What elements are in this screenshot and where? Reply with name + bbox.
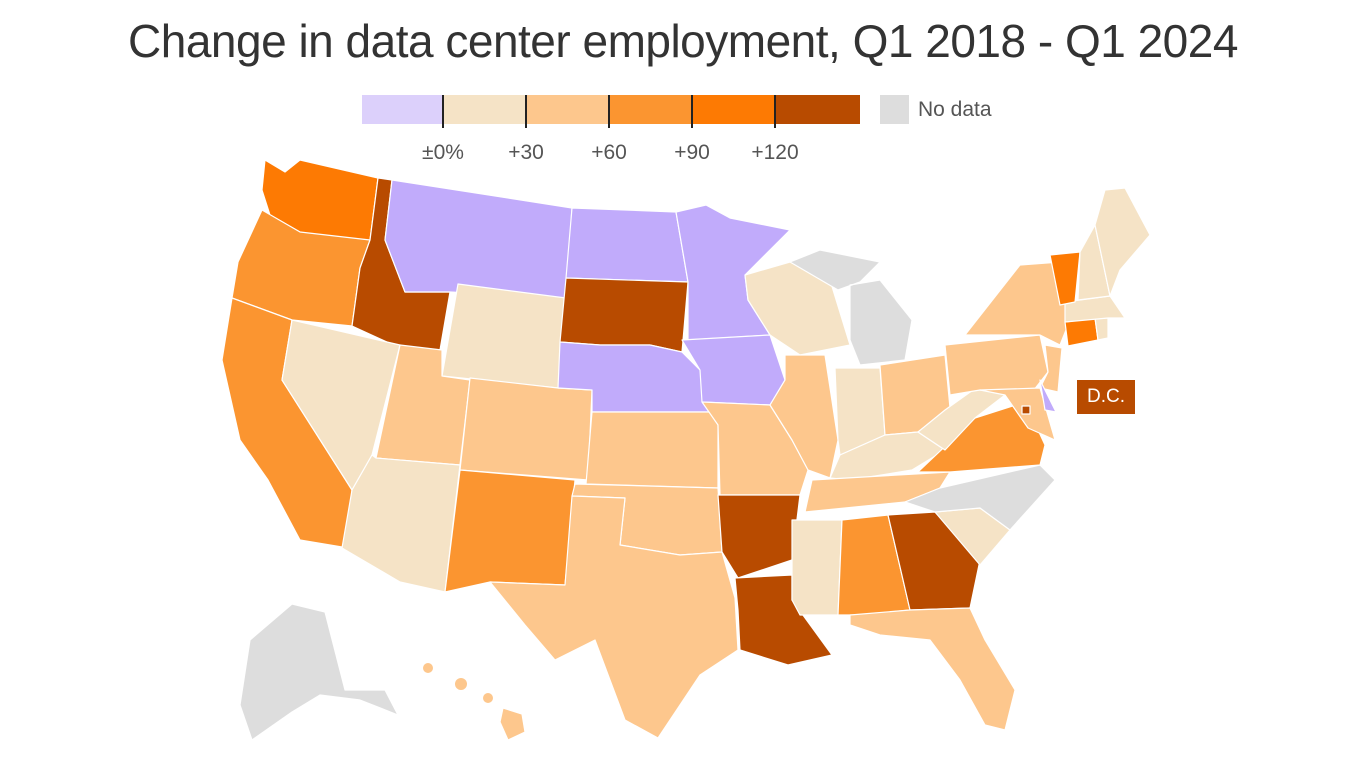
state-az: [341, 454, 461, 593]
legend-tick-label: +120: [751, 141, 799, 164]
no-data-swatch: [880, 95, 909, 124]
state-ct: [1064, 317, 1099, 347]
state-ny: [964, 261, 1069, 346]
legend-tick-label: ±0%: [422, 141, 464, 164]
legend-tick: [774, 95, 776, 128]
state-hi: [423, 663, 526, 741]
legend-bin-decline: [362, 95, 443, 124]
legend-color-bar: [362, 95, 860, 124]
state-nm: [444, 469, 576, 593]
legend-tick: [608, 95, 610, 128]
state-vt: [1049, 251, 1081, 306]
state-nc: [904, 464, 1056, 531]
state-md: [979, 387, 1056, 441]
legend-bin-30-60: [526, 95, 609, 124]
hi-island: [455, 678, 467, 690]
state-mt: [384, 179, 573, 299]
state-nj: [1039, 344, 1063, 393]
legend-bin-60-90: [609, 95, 692, 124]
chart-title: Change in data center employment, Q1 201…: [128, 15, 1238, 67]
state-wy: [441, 283, 567, 389]
state-fl: [849, 607, 1016, 731]
state-de: [1039, 379, 1057, 413]
state-mi: [789, 249, 913, 366]
no-data-label: No data: [918, 98, 992, 121]
state-ar: [717, 494, 801, 579]
legend-tick: [691, 95, 693, 128]
hi-island: [423, 663, 433, 673]
legend-tick: [525, 95, 527, 128]
legend-bin-90-120: [692, 95, 775, 124]
state-ri: [1094, 317, 1109, 341]
legend-tick-label: +90: [674, 141, 710, 164]
legend-tick-label: +60: [591, 141, 627, 164]
state-ks: [585, 411, 719, 489]
state-il: [769, 354, 839, 479]
color-legend: ±0% +30 +60 +90 +120 No data: [362, 95, 1022, 175]
state-dc: [1021, 405, 1031, 415]
state-ak: [239, 603, 399, 741]
state-nd: [565, 207, 689, 283]
state-pa: [944, 334, 1049, 396]
state-me: [1094, 187, 1151, 297]
legend-bin-0-30: [443, 95, 526, 124]
hi-island: [483, 693, 493, 703]
hi-island: [499, 707, 526, 741]
legend-bin-120-plus: [775, 95, 860, 124]
state-co: [459, 377, 593, 481]
state-tx: [489, 495, 739, 739]
state-sd: [559, 277, 689, 353]
legend-tick-label: +30: [508, 141, 544, 164]
state-ms: [791, 519, 843, 616]
dc-callout-label: D.C.: [1077, 380, 1135, 414]
legend-tick: [442, 95, 444, 128]
